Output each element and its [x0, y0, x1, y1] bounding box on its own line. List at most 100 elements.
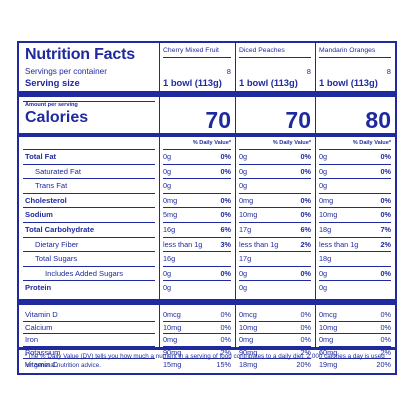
calories-value: 70	[285, 107, 311, 133]
vitamin-daily-value: 20%	[376, 360, 391, 370]
nutrient-daily-value: 0%	[300, 152, 311, 161]
row-divider	[319, 251, 391, 253]
product-name-underline	[319, 57, 391, 58]
vitamin-daily-value: 0%	[300, 310, 311, 319]
row-divider	[163, 280, 231, 282]
nutrient-amount: less than 1g	[163, 239, 203, 249]
row-divider	[23, 265, 155, 267]
daily-value-header: % Daily Value*	[192, 140, 231, 146]
row-divider	[163, 163, 231, 165]
vitamin-daily-value: 0%	[220, 322, 231, 332]
row-divider	[319, 320, 391, 322]
row-divider	[239, 163, 311, 165]
serving-size-value: 1 bowl (113g)	[239, 77, 298, 88]
row-divider	[239, 345, 311, 347]
vitamin-daily-value: 0%	[380, 310, 391, 319]
vitamin-amount: 10mg	[319, 322, 338, 332]
vitamin-amount: 19mg	[319, 360, 338, 370]
vitamin-daily-value: 0%	[220, 335, 231, 345]
row-divider	[163, 251, 231, 253]
vitamin-amount: 18mg	[239, 360, 258, 370]
thick-divider	[19, 299, 395, 305]
vitamin-label: Calcium	[25, 322, 53, 332]
nutrient-amount: 5mg	[163, 210, 178, 220]
vitamin-amount: 0mg	[319, 335, 334, 345]
nutrition-facts-title: Nutrition Facts	[25, 46, 135, 63]
vitamin-amount: 0mg	[239, 335, 254, 345]
nutrient-amount: 0g	[163, 166, 172, 176]
nutrient-label: Total Fat	[25, 152, 57, 161]
nutrient-daily-value: 2%	[300, 239, 311, 249]
nutrient-amount: 10mg	[239, 210, 258, 220]
row-divider	[23, 192, 155, 194]
nutrient-amount: 0g	[239, 181, 248, 191]
row-divider	[163, 207, 231, 209]
servings-per-container-label: Servings per container	[25, 67, 107, 76]
row-divider	[163, 345, 231, 347]
row-divider	[163, 192, 231, 194]
row-divider	[23, 320, 155, 322]
product-name: Diced Peaches	[239, 47, 285, 54]
nutrient-amount: 0g	[319, 181, 328, 191]
nutrient-daily-value: 0%	[220, 195, 231, 205]
product-name: Cherry Mixed Fruit	[163, 47, 219, 54]
row-divider	[23, 358, 155, 360]
nutrient-amount: 0mg	[163, 195, 178, 205]
daily-value-header: % Daily Value*	[272, 140, 311, 146]
row-divider	[23, 163, 155, 165]
nutrient-daily-value: 0%	[300, 195, 311, 205]
row-divider	[163, 222, 231, 223]
nutrient-daily-value: 0%	[380, 166, 391, 176]
vitamin-daily-value: 2%	[300, 347, 311, 357]
nutrient-amount: 18g	[319, 225, 332, 234]
nutrient-amount: 0mg	[239, 195, 254, 205]
footnote-divider	[19, 347, 395, 350]
nutrient-daily-value: 0%	[300, 210, 311, 220]
row-divider	[239, 222, 311, 223]
row-divider	[239, 192, 311, 194]
column-rule	[159, 43, 160, 347]
product-name-underline	[163, 57, 231, 58]
row-divider	[239, 251, 311, 253]
nutrient-daily-value: 2%	[380, 239, 391, 249]
nutrient-daily-value: 0%	[300, 166, 311, 176]
footnote-text: *The % Daily Value (DV) tells you how mu…	[25, 353, 385, 369]
row-divider	[239, 265, 311, 267]
vitamin-daily-value: 2%	[220, 347, 231, 357]
row-divider	[319, 280, 391, 282]
nutrition-facts-panel: Nutrition Facts Servings per container Ser…	[17, 41, 397, 375]
row-divider	[23, 280, 155, 282]
nutrient-amount: 0mg	[319, 195, 334, 205]
row-divider	[239, 149, 311, 150]
nutrient-amount: 0g	[319, 152, 328, 161]
nutrient-amount: 18g	[319, 254, 332, 264]
serving-size-value: 1 bowl (113g)	[163, 77, 222, 88]
nutrient-daily-value: 0%	[300, 268, 311, 278]
row-divider	[319, 222, 391, 223]
nutrient-label: Total Carbohydrate	[25, 225, 95, 234]
vitamin-label: Iron	[25, 335, 39, 345]
vitamin-amount: 0mcg	[319, 310, 337, 319]
row-divider	[319, 178, 391, 180]
nutrient-amount: 16g	[163, 225, 176, 234]
vitamin-amount: 10mg	[239, 322, 258, 332]
thin-divider	[23, 101, 155, 102]
serving-size-label: Serving size	[25, 77, 80, 88]
row-divider	[163, 320, 231, 322]
vitamin-daily-value: 0%	[300, 335, 311, 345]
row-divider	[319, 149, 391, 150]
medium-divider	[19, 133, 395, 137]
row-divider	[23, 333, 155, 335]
nutrient-daily-value: 7%	[380, 225, 391, 234]
row-divider	[319, 236, 391, 238]
vitamin-daily-value: 0%	[380, 322, 391, 332]
nutrient-daily-value: 0%	[380, 268, 391, 278]
column-rule	[235, 43, 236, 347]
nutrient-label: Total Sugars	[35, 254, 78, 264]
nutrient-daily-value: 6%	[220, 225, 231, 234]
nutrient-label: Sodium	[25, 210, 53, 220]
calories-label: Calories	[25, 109, 89, 126]
servings-value: 8	[386, 67, 391, 76]
vitamin-label: Vitamin D	[25, 310, 58, 319]
nutrient-amount: 0g	[239, 283, 248, 293]
